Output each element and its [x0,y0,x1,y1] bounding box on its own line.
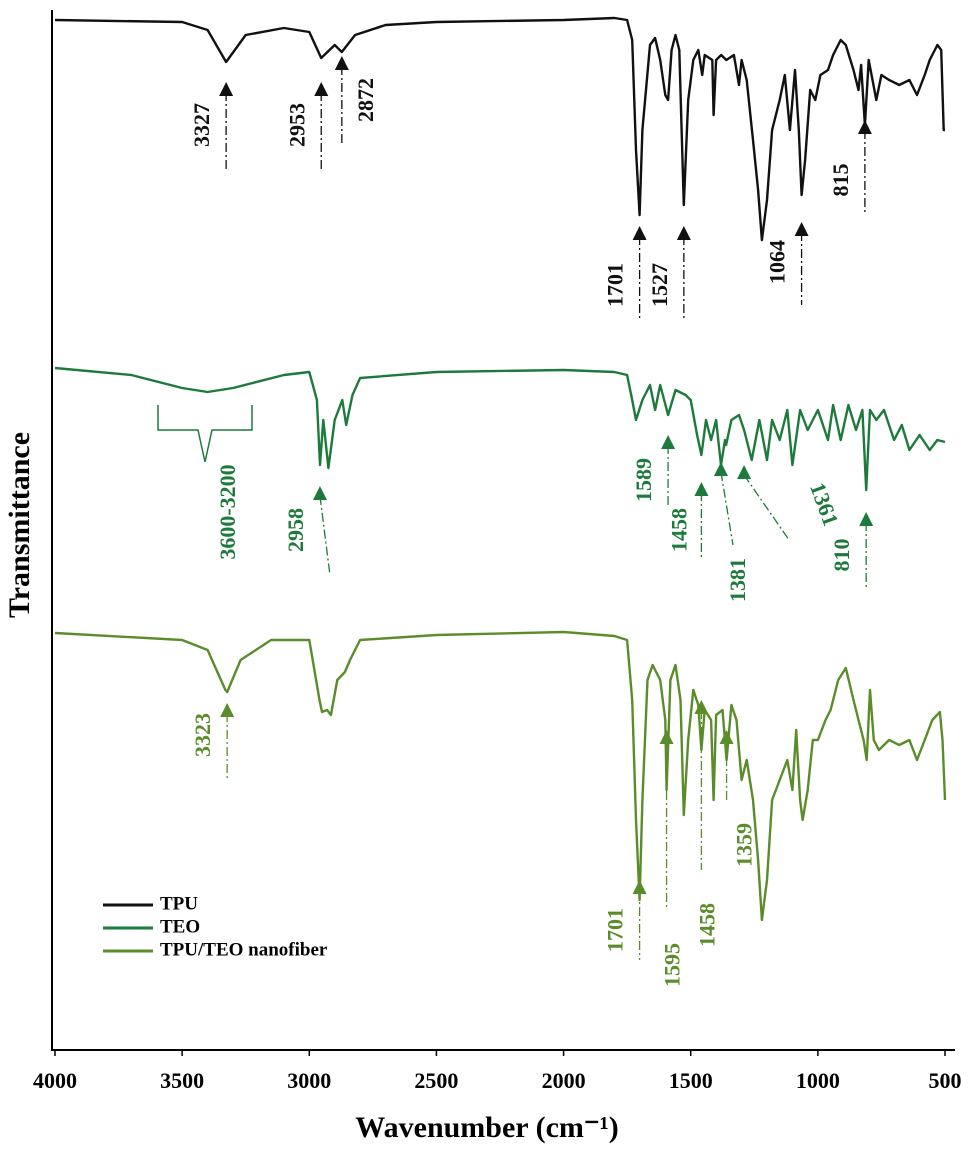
legend-label: TEO [160,916,200,937]
annotation-label: 1458 [666,508,691,552]
x-tick-label: 3500 [160,1068,204,1093]
y-axis-label: Transmittance [3,432,36,618]
annotation-label: 2872 [353,78,378,122]
annotation-arrow [859,512,874,526]
annotation-arrow [794,222,809,236]
annotation-arrow [676,226,691,240]
annotation-line [319,495,331,576]
annotation-label: 3327 [189,103,214,147]
annotation-label: 815 [828,164,853,197]
annotation-arrow [694,482,709,496]
annotation-arrow [694,700,709,714]
annotation-arrow [632,226,647,240]
annotation-arrow [713,462,728,476]
legend-label: TPU [160,893,198,914]
annotation-label: 1589 [631,458,656,502]
annotation-arrow [314,82,329,96]
annotation-arrow [857,120,872,134]
annotation-label: 1381 [725,558,750,602]
annotation-line [743,474,790,541]
annotation-arrow [334,56,349,70]
x-tick-label: 2000 [542,1068,586,1093]
annotation-label: 1527 [647,263,672,307]
legend-label: TPU/TEO nanofiber [160,939,328,960]
spectrum-line [54,630,947,922]
annotation-arrow [719,730,734,744]
annotation-label: 3323 [190,713,215,757]
x-tick-label: 1500 [669,1068,713,1093]
x-tick-label: 3000 [287,1068,331,1093]
annotation-label: 1701 [603,908,628,952]
annotation-arrow [737,465,752,479]
annotation-arrow [219,82,234,96]
annotation-label: 1458 [694,903,719,947]
annotation-label: 1701 [603,263,628,307]
annotation-label: 2953 [284,103,309,147]
annotation-arrow [312,486,327,500]
annotation-label: 1064 [765,240,790,284]
annotation-line [720,471,734,546]
annotation-arrow [661,435,676,449]
annotation-arrow [220,703,235,717]
x-tick-label: 500 [929,1068,962,1093]
annotation-label: 2958 [283,508,308,552]
spectrum-line [54,366,946,492]
annotation-label: 1595 [660,943,685,987]
annotation-label: 1359 [732,823,757,867]
x-tick-label: 2500 [414,1068,458,1093]
annotation-label: 3600-3200 [215,464,240,559]
x-axis-label: Wavenumber (cm⁻¹) [355,1111,618,1144]
x-tick-label: 1000 [796,1068,840,1093]
range-bracket [157,405,253,463]
x-tick-label: 4000 [33,1068,77,1093]
annotation-label: 810 [829,539,854,572]
annotation-label: 1361 [805,479,844,529]
annotation-arrow [659,730,674,744]
annotation-arrow [632,880,647,894]
